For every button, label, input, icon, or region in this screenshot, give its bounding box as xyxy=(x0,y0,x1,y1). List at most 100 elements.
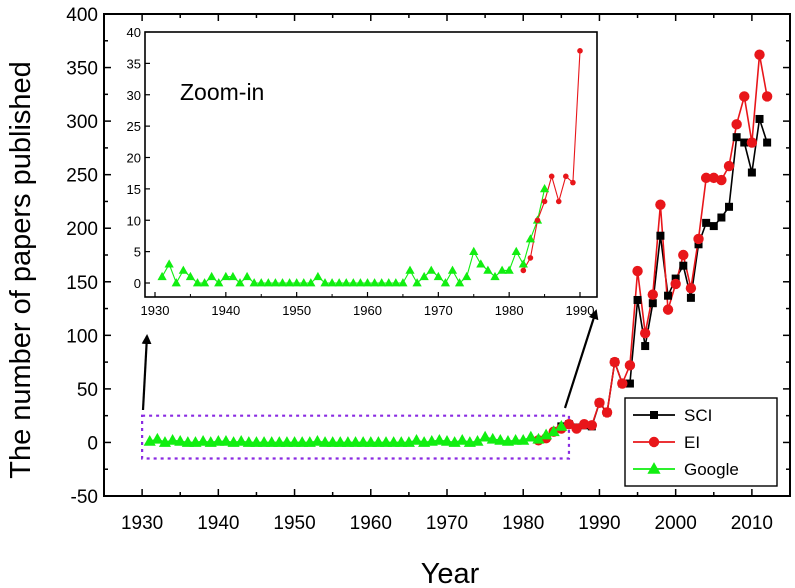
point-ei xyxy=(670,278,681,290)
point-ei xyxy=(723,160,735,172)
point-google xyxy=(486,432,499,444)
inset-annotation: Zoom-in xyxy=(180,79,264,105)
point-ei xyxy=(693,233,704,245)
x-tick-label: 1930 xyxy=(121,513,163,534)
inset-point-google xyxy=(178,265,188,274)
y-tick-label: 350 xyxy=(66,59,98,80)
inset-point-google xyxy=(483,265,493,274)
point-ei xyxy=(746,137,758,148)
point-ei xyxy=(754,49,765,60)
point-google xyxy=(524,430,537,442)
point-google xyxy=(341,436,354,447)
point-google xyxy=(326,436,339,447)
inset-point-google xyxy=(355,278,366,287)
inset-x-tick-label: 1960 xyxy=(353,303,382,318)
point-ei xyxy=(632,265,643,277)
inset-point-google xyxy=(539,184,550,193)
inset-point-google xyxy=(454,278,465,287)
inset-point-ei xyxy=(555,198,562,205)
zoom-arrow-right xyxy=(563,309,599,409)
point-google xyxy=(471,435,484,446)
inset-y-tick-label: 35 xyxy=(127,56,141,71)
point-google xyxy=(387,436,400,447)
inset-point-google xyxy=(270,278,281,287)
point-sci xyxy=(763,138,772,147)
x-tick-label: 2010 xyxy=(731,513,773,534)
point-google xyxy=(212,435,225,446)
point-ei xyxy=(685,283,697,294)
inset-point-google xyxy=(462,271,472,281)
inset-point-google xyxy=(292,278,302,287)
point-google xyxy=(242,436,255,447)
point-sci xyxy=(717,213,726,222)
inset-point-google xyxy=(214,278,224,287)
inset-point-google xyxy=(320,278,330,287)
inset-point-google xyxy=(377,278,387,287)
inset-point-google xyxy=(525,234,536,243)
point-sci xyxy=(664,291,673,300)
zoom-region-box xyxy=(141,414,571,460)
point-sci xyxy=(732,133,741,142)
point-ei xyxy=(579,419,590,430)
x-axis-title: Year xyxy=(421,558,480,588)
inset-point-google xyxy=(511,246,521,255)
inset-point-google xyxy=(419,271,429,281)
point-sci xyxy=(755,114,764,123)
x-tick-label: 1950 xyxy=(273,513,315,534)
legend-marker-google xyxy=(647,462,661,474)
point-google xyxy=(547,425,560,437)
point-google xyxy=(273,436,286,447)
point-sci xyxy=(725,202,734,211)
point-ei xyxy=(639,327,651,339)
inset-point-google xyxy=(228,271,238,281)
point-ei xyxy=(647,289,658,300)
point-google xyxy=(479,430,492,442)
point-sci xyxy=(747,168,756,177)
point-google xyxy=(258,436,271,447)
point-google xyxy=(410,433,423,445)
inset-y-tick-label: 20 xyxy=(127,151,141,166)
inset-point-google xyxy=(412,278,422,287)
point-sci xyxy=(648,299,657,308)
point-ei xyxy=(761,91,773,102)
point-sci xyxy=(709,222,718,231)
point-ei xyxy=(700,172,712,184)
y-tick-label: 300 xyxy=(66,112,98,133)
point-google xyxy=(349,436,362,447)
point-google xyxy=(181,436,194,447)
inset-point-google xyxy=(277,278,288,287)
inset-point-google xyxy=(256,278,266,287)
y-tick-label: 250 xyxy=(66,166,98,187)
x-tick-label: 1940 xyxy=(197,513,239,534)
inset-point-google xyxy=(369,278,380,287)
point-sci xyxy=(656,231,665,240)
point-ei xyxy=(601,407,613,418)
inset-x-tick-label: 1980 xyxy=(495,303,524,318)
point-google xyxy=(509,433,522,445)
main-plot xyxy=(141,49,773,460)
y-tick-label: 0 xyxy=(87,433,98,454)
point-sci xyxy=(702,218,711,227)
point-sci xyxy=(740,138,749,147)
inset-x-tick-label: 1990 xyxy=(566,303,595,318)
inset-y-tick-label: 30 xyxy=(127,88,141,103)
point-sci xyxy=(625,379,634,388)
inset-point-google xyxy=(426,265,436,274)
point-ei xyxy=(678,249,689,261)
inset-point-google xyxy=(185,271,196,281)
inset-point-google xyxy=(235,278,245,287)
inset-x-tick-label: 1940 xyxy=(211,303,240,318)
inset-frame xyxy=(144,31,598,298)
point-google xyxy=(311,435,324,446)
point-google xyxy=(357,436,370,447)
point-ei xyxy=(716,174,727,186)
inset-point-google xyxy=(313,271,323,281)
y-tick-label: 400 xyxy=(66,5,98,26)
point-sci xyxy=(679,261,688,270)
point-ei xyxy=(594,397,605,409)
inset-x-tick-label: 1950 xyxy=(282,303,311,318)
legend-label-sci: SCI xyxy=(684,406,712,425)
inset-point-google xyxy=(476,259,486,268)
point-ei xyxy=(731,119,742,130)
